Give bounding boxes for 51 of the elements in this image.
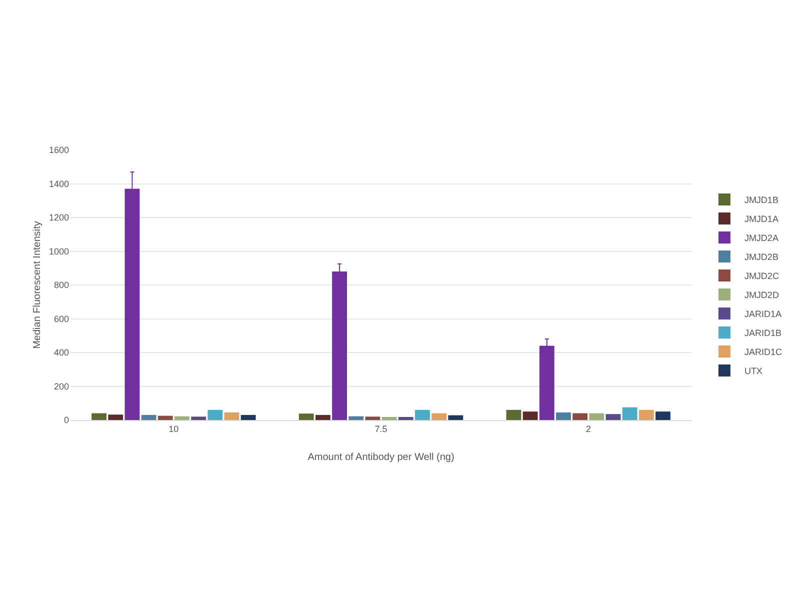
bar [92,413,106,420]
legend-label: JARID1B [744,328,782,338]
y-tick-label: 200 [54,381,69,392]
bar [506,410,522,420]
bar [638,410,654,420]
bar [589,413,604,420]
bar [174,416,190,420]
y-tick-label: 600 [54,314,69,324]
legend-label: JMJD2B [744,252,778,262]
legend-label: JMJD1A [744,214,778,224]
bar [315,414,330,420]
bar [191,416,206,420]
bar [348,416,364,420]
legend-label: JMJD2C [744,271,780,282]
y-tick-label: 1400 [48,178,69,189]
bar [108,414,124,420]
x-tick-label: 7.5 [374,424,388,434]
bar [298,414,314,420]
x-axis-title: Amount of Antibody per Well (ng) [308,452,454,463]
y-tick-label: 400 [54,348,69,358]
bar [432,413,447,420]
bar [415,410,430,420]
bar [622,407,638,420]
bar [224,412,240,420]
legend-label: JARID1A [744,309,782,320]
bar [398,416,414,420]
bar [522,412,538,420]
y-tick-label: 1200 [48,212,69,223]
legend-label: UTX [744,366,762,376]
x-tick-label: 2 [586,424,591,434]
legend-label: JMJD2D [744,290,780,300]
bar [141,414,156,420]
legend-label: JMJD2A [744,233,778,244]
bar [556,412,571,420]
bar [606,414,621,420]
bar [382,416,397,420]
bar [158,416,173,420]
bar [572,413,588,420]
bar [240,414,256,420]
bar [448,415,464,420]
legend-label: JMJD1B [744,195,778,206]
legend-label: JARID1C [744,347,782,358]
y-tick-label: 1600 [48,145,69,156]
y-tick-label: 1000 [48,246,69,256]
bar [656,412,670,420]
bar [208,410,223,420]
y-tick-label: 800 [54,280,69,290]
bar [365,416,380,420]
y-tick-label: 0 [64,415,69,426]
y-axis-title: Median Fluorescent Intensity [32,221,43,349]
x-tick-label: 10 [168,424,179,434]
